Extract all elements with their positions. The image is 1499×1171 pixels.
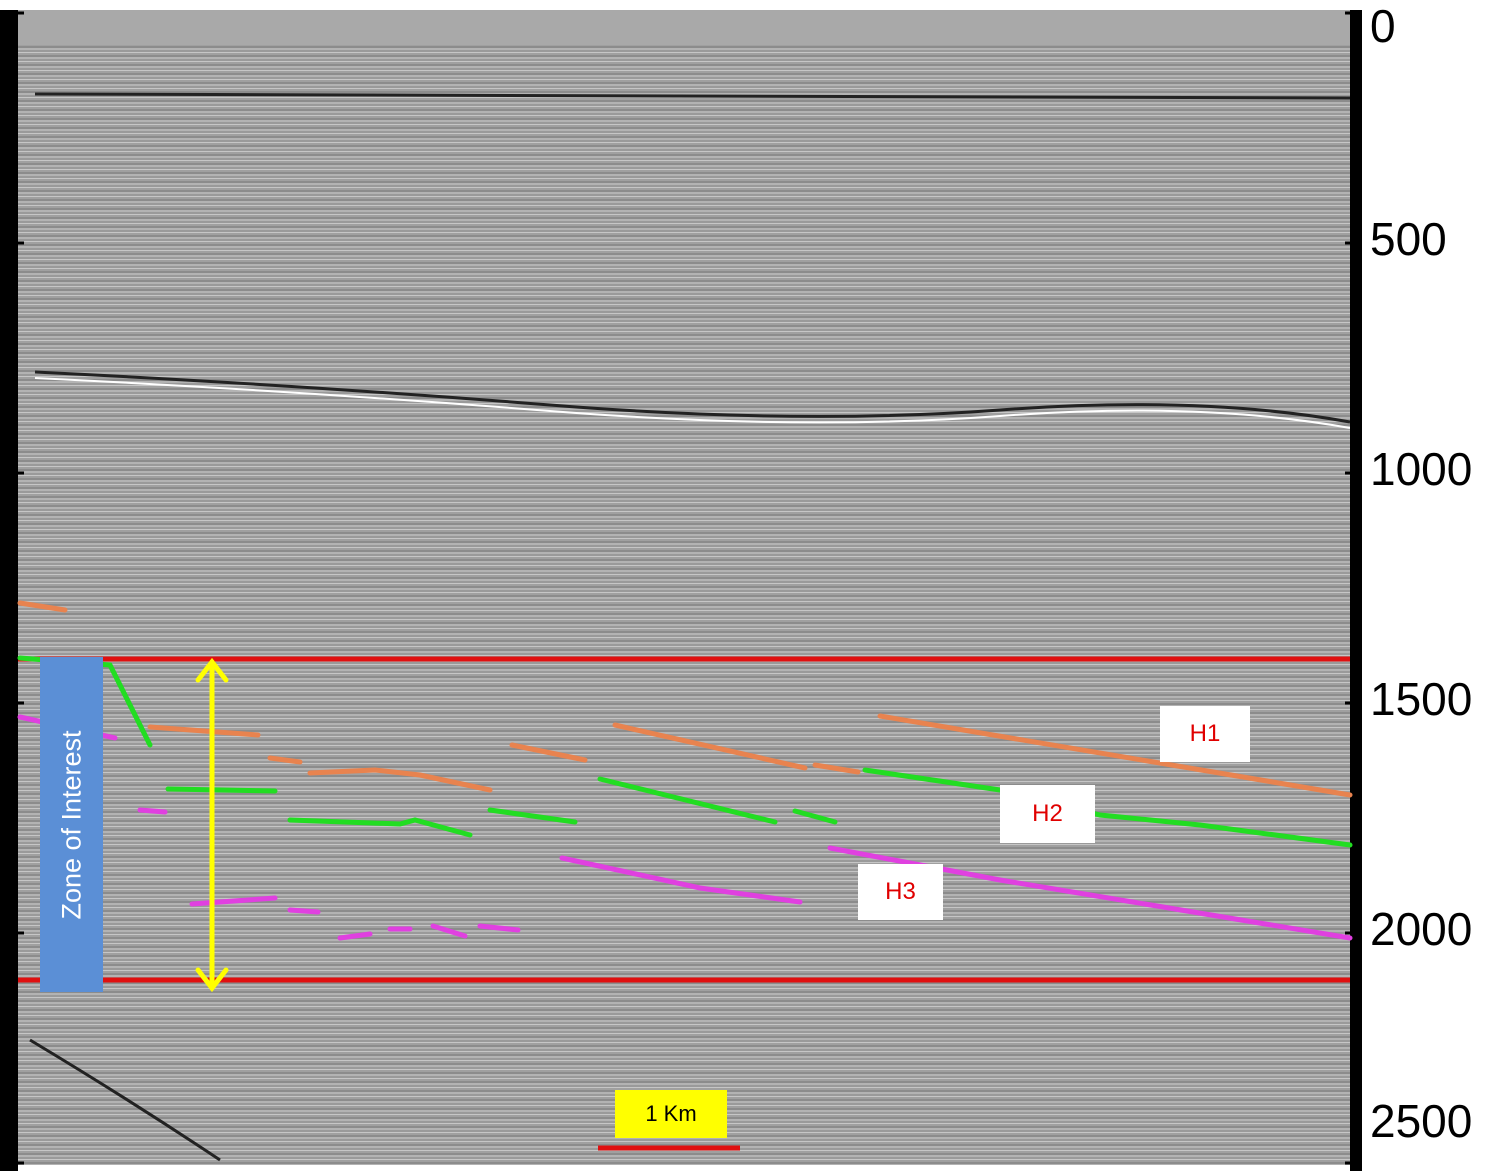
- horizon-h2: [600, 779, 775, 822]
- scale-bar-label: 1 Km: [615, 1090, 727, 1138]
- seismic-figure: 0 500 1000 1500 2000 2500 Zone of Interest H1…: [0, 0, 1499, 1171]
- reflector: [35, 94, 1350, 98]
- depth-axis: 0 500 1000 1500 2000 2500: [0, 0, 1472, 1163]
- reflector: [35, 372, 1350, 422]
- reflectors: [30, 94, 1350, 1160]
- horizon-h2: [290, 820, 470, 835]
- tick-label: 1500: [1370, 673, 1472, 725]
- tick-label: 1000: [1370, 443, 1472, 495]
- zone-box: Zone of Interest: [40, 657, 103, 992]
- horizon-h1: [815, 765, 858, 772]
- horizon-h1: [150, 727, 258, 735]
- horizon-h2: [168, 789, 275, 791]
- horizon-label: H2: [1000, 785, 1095, 843]
- tick-label: 0: [1370, 0, 1396, 52]
- horizon-h1: [512, 745, 585, 760]
- horizon-h1: [310, 770, 490, 790]
- tick-label: 2500: [1370, 1095, 1472, 1147]
- horizon-h1: [20, 603, 65, 610]
- tick-label: 2000: [1370, 903, 1472, 955]
- horizon-h3: [480, 926, 518, 930]
- reflector-white: [35, 378, 1350, 428]
- horizon-h3: [140, 810, 165, 812]
- zone-label: Zone of Interest: [56, 730, 87, 919]
- horizon-h3: [433, 926, 465, 936]
- tick-label: 500: [1370, 213, 1447, 265]
- horizon-label: H3: [858, 864, 943, 920]
- horizon-h1: [270, 758, 300, 762]
- horizon-h3: [192, 898, 275, 904]
- reflector: [30, 1040, 220, 1160]
- zone-arrow: [198, 662, 226, 988]
- overlay: 0 500 1000 1500 2000 2500: [0, 0, 1499, 1171]
- horizon-h2: [795, 811, 835, 822]
- axis-bar: [1350, 10, 1362, 1171]
- horizon-h1: [615, 725, 805, 768]
- horizon-h2: [490, 810, 575, 822]
- horizon-h3: [340, 934, 370, 938]
- left-frame: [0, 10, 18, 1171]
- horizon-h3: [290, 910, 318, 912]
- horizon-label: H1: [1160, 706, 1250, 762]
- horizon-h3: [562, 858, 800, 902]
